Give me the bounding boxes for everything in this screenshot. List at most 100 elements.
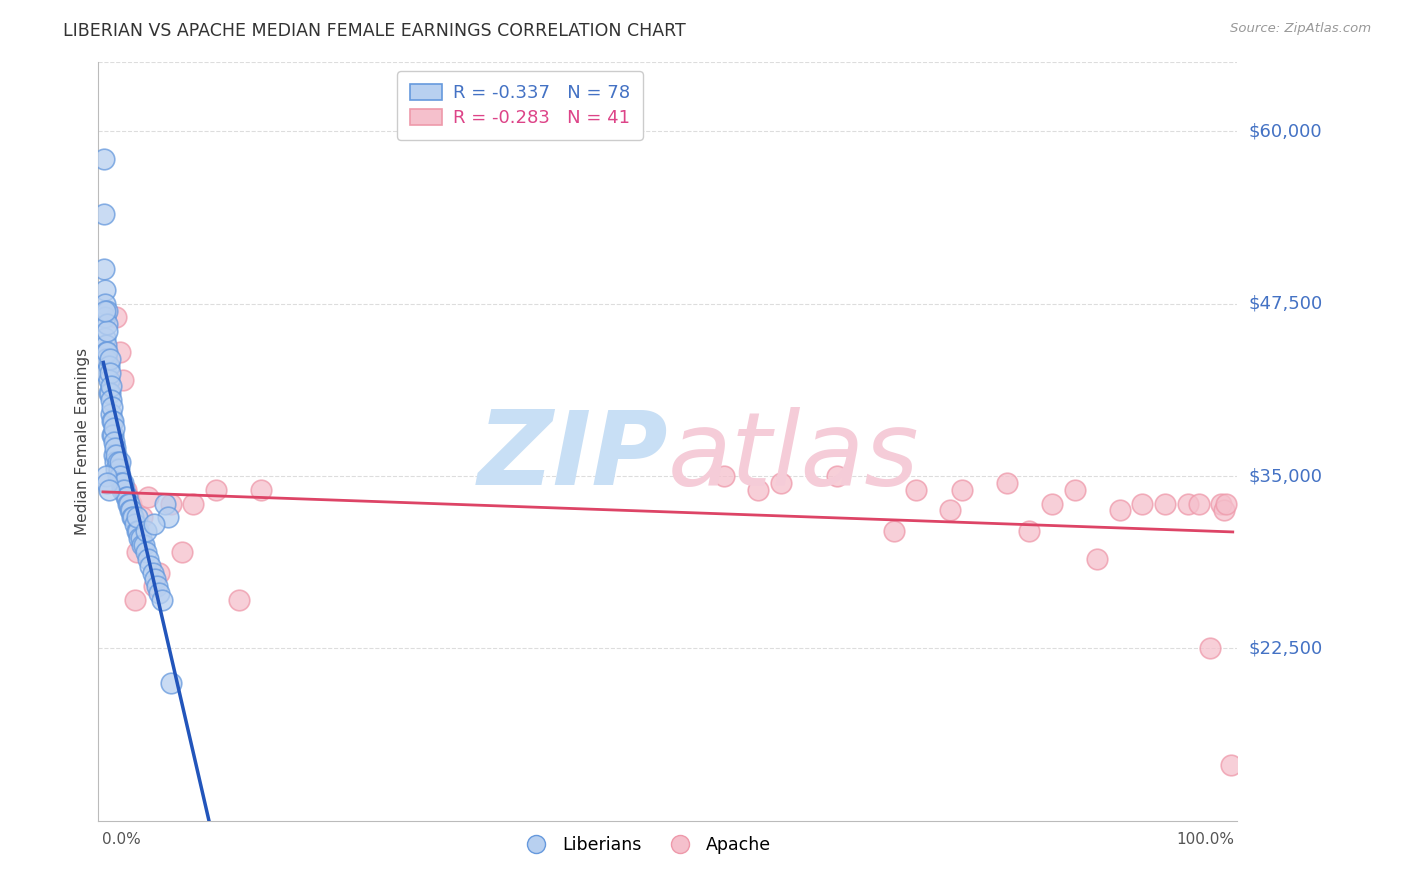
Text: $22,500: $22,500 <box>1249 640 1323 657</box>
Point <box>96 303 118 318</box>
Point <box>132 538 155 552</box>
Point <box>96 345 118 359</box>
Point <box>103 434 125 449</box>
Point <box>111 483 134 497</box>
Point <box>115 490 138 504</box>
Point <box>103 448 125 462</box>
Point <box>905 483 928 497</box>
Point <box>104 455 127 469</box>
Point <box>93 152 115 166</box>
Point <box>96 338 118 352</box>
Point <box>94 303 117 318</box>
Point <box>93 262 115 277</box>
Point <box>117 497 139 511</box>
Point <box>124 593 146 607</box>
Point <box>146 579 169 593</box>
Point <box>107 462 129 476</box>
Point <box>96 324 118 338</box>
Point <box>118 497 141 511</box>
Point <box>148 566 170 580</box>
Point <box>112 483 135 497</box>
Point <box>101 414 124 428</box>
Point <box>125 510 148 524</box>
Point <box>93 207 115 221</box>
Point <box>124 517 146 532</box>
Point <box>1130 497 1153 511</box>
Point <box>159 675 181 690</box>
Point <box>148 586 170 600</box>
Point <box>107 455 129 469</box>
Point <box>101 400 124 414</box>
Point <box>950 483 973 497</box>
Point <box>104 442 127 456</box>
Point <box>128 531 150 545</box>
Point <box>100 393 122 408</box>
Point <box>159 497 181 511</box>
Point <box>105 310 128 325</box>
Point <box>105 448 128 462</box>
Text: atlas: atlas <box>668 407 920 507</box>
Point <box>103 421 125 435</box>
Text: Source: ZipAtlas.com: Source: ZipAtlas.com <box>1230 22 1371 36</box>
Text: ZIP: ZIP <box>477 406 668 508</box>
Point <box>1040 497 1063 511</box>
Point <box>100 407 122 421</box>
Point <box>100 379 122 393</box>
Legend: Liberians, Apache: Liberians, Apache <box>512 830 778 862</box>
Point <box>108 345 131 359</box>
Point <box>121 510 143 524</box>
Point <box>120 503 141 517</box>
Point <box>713 469 735 483</box>
Point <box>120 503 142 517</box>
Point <box>747 483 769 497</box>
Point <box>101 414 124 428</box>
Point <box>1177 497 1199 511</box>
Point <box>96 366 118 380</box>
Point <box>114 483 136 497</box>
Point <box>1108 503 1130 517</box>
Point <box>1215 497 1237 511</box>
Point <box>1085 551 1108 566</box>
Point <box>1219 758 1241 772</box>
Point <box>995 475 1018 490</box>
Point <box>883 524 905 538</box>
Point <box>769 475 792 490</box>
Point <box>110 475 132 490</box>
Point <box>94 310 117 325</box>
Point <box>112 475 135 490</box>
Point <box>136 551 159 566</box>
Point <box>108 469 131 483</box>
Point <box>142 566 165 580</box>
Point <box>112 372 135 386</box>
Point <box>153 497 176 511</box>
Text: $35,000: $35,000 <box>1249 467 1323 485</box>
Point <box>122 510 145 524</box>
Point <box>98 386 121 401</box>
Point <box>1018 524 1040 538</box>
Point <box>131 531 153 545</box>
Point <box>142 579 165 593</box>
Text: 0.0%: 0.0% <box>101 831 141 847</box>
Point <box>170 545 193 559</box>
Point <box>125 524 148 538</box>
Point <box>127 524 149 538</box>
Point <box>1063 483 1085 497</box>
Point <box>1188 497 1211 511</box>
Point <box>1211 497 1233 511</box>
Point <box>1199 641 1222 656</box>
Point <box>135 545 157 559</box>
Point <box>143 573 166 587</box>
Point <box>1212 503 1234 517</box>
Point <box>131 510 153 524</box>
Point <box>98 366 121 380</box>
Point <box>827 469 849 483</box>
Point <box>97 372 120 386</box>
Point <box>150 593 173 607</box>
Text: $47,500: $47,500 <box>1249 294 1323 313</box>
Point <box>939 503 962 517</box>
Point <box>101 427 124 442</box>
Text: LIBERIAN VS APACHE MEDIAN FEMALE EARNINGS CORRELATION CHART: LIBERIAN VS APACHE MEDIAN FEMALE EARNING… <box>63 22 686 40</box>
Point <box>96 475 118 490</box>
Point <box>101 427 124 442</box>
Point <box>228 593 250 607</box>
